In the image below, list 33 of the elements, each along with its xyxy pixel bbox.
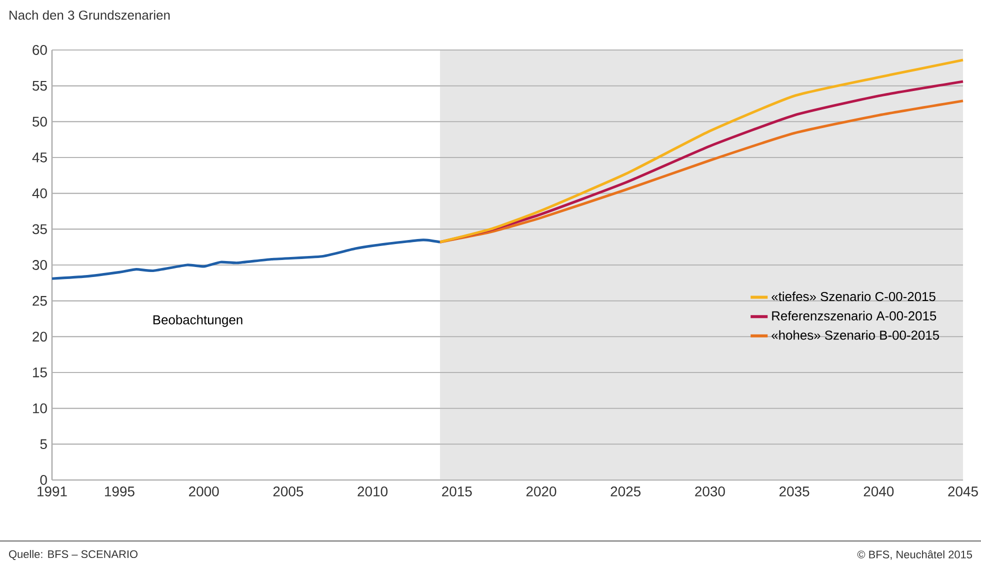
y-tick-label: 25 [32,296,47,306]
line-series [50,238,442,280]
y-tick-label: 35 [32,224,47,234]
legend-label: «hohes» Szenario B-00-2015 [772,330,940,340]
x-tick-label: 2005 [273,486,304,496]
y-tick-label: 5 [40,439,47,450]
y-tick-label: 60 [32,45,47,55]
source-note: Quelle: BFS – SCENARIO [9,550,138,560]
x-tick-label: 2045 [948,486,978,496]
y-tick-label: 15 [33,368,47,378]
y-tick-label: 0 [40,475,47,485]
x-tick-label: 2025 [610,486,641,496]
x-tick-label: 2040 [864,486,894,496]
x-tick-label: 2030 [695,486,725,496]
y-tick-label: 50 [32,116,47,127]
x-tick-label: 1995 [105,486,134,496]
chart-title: Nach den 3 Grundszenarien [10,10,170,20]
legend-label: «tiefes» Szenario C-00-2015 [772,292,936,302]
y-tick-label: 55 [32,80,47,91]
x-tick-label: 2000 [189,486,219,496]
y-tick-label: 20 [32,332,47,342]
text: © BFS, Neuchâtel 2015 [857,550,972,560]
y-tick-label: 45 [32,152,47,162]
y-tick-label: 10 [33,403,47,414]
x-tick-label: 1991 [38,486,67,496]
x-tick-label: 2020 [526,486,556,496]
legend-label: Referenzszenario A-00-2015 [772,310,936,320]
annotation: Beobachtungen [153,314,242,327]
x-tick-label: 2035 [779,486,810,496]
x-tick-label: 2010 [358,486,388,496]
y-tick-label: 30 [32,260,47,270]
y-tick-label: 40 [32,188,47,198]
x-tick-label: 2015 [442,486,472,496]
